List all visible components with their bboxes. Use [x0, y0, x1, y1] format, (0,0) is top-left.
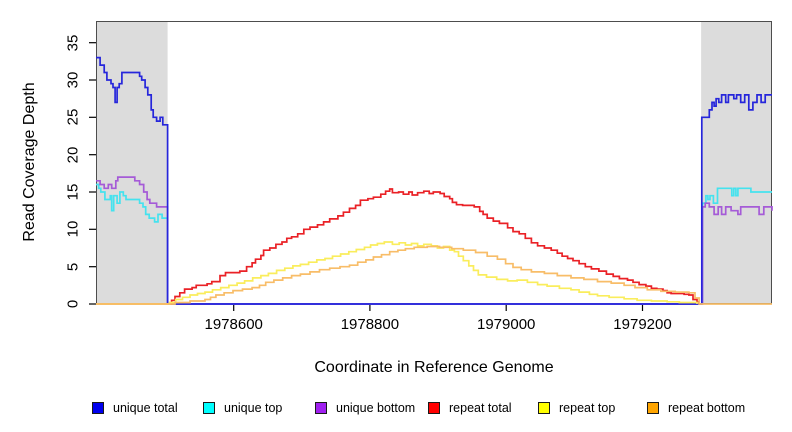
- y-tick-label: 25: [64, 108, 82, 126]
- legend-swatch-unique-bottom: [315, 402, 327, 414]
- plot-box: [96, 21, 772, 304]
- y-axis-title: Read Coverage Depth: [21, 82, 38, 242]
- legend-label: repeat top: [559, 400, 616, 415]
- x-tick-label: 1979000: [476, 316, 536, 333]
- y-tick-label: 5: [64, 262, 82, 271]
- y-tick-label: 10: [64, 220, 82, 238]
- legend: unique total unique top unique bottom re…: [0, 401, 792, 419]
- y-tick-label: 35: [64, 34, 82, 52]
- legend-item-repeat-top: repeat top: [538, 401, 615, 415]
- legend-label: repeat bottom: [668, 400, 746, 415]
- x-axis-title: Coordinate in Reference Genome: [314, 359, 554, 376]
- legend-label: unique total: [113, 400, 178, 415]
- legend-item-repeat-bottom: repeat bottom: [647, 401, 745, 415]
- legend-swatch-unique-top: [203, 402, 215, 414]
- legend-swatch-repeat-total: [428, 402, 440, 414]
- series-line-unique-total: [96, 56, 772, 305]
- x-tick-label: 1978800: [340, 316, 400, 333]
- legend-label: repeat total: [449, 400, 512, 415]
- legend-label: unique bottom: [336, 400, 416, 415]
- legend-item-repeat-total: repeat total: [428, 401, 512, 415]
- y-tick-label: 20: [64, 146, 82, 164]
- legend-label: unique top: [224, 400, 283, 415]
- x-tick-label: 1978600: [204, 316, 263, 333]
- legend-item-unique-top: unique top: [203, 401, 282, 415]
- series-line-repeat-top: [96, 241, 698, 305]
- y-tick-label: 30: [64, 71, 82, 89]
- y-tick-label: 0: [64, 299, 82, 309]
- x-tick-label: 1979200: [613, 316, 672, 333]
- series-line-repeat-bottom: [96, 245, 772, 305]
- series-line-repeat-total: [96, 188, 700, 305]
- right-flank-unique-region: [701, 21, 772, 304]
- legend-swatch-repeat-top: [538, 402, 550, 414]
- legend-item-unique-bottom: unique bottom: [315, 401, 415, 415]
- legend-swatch-repeat-bottom: [647, 402, 659, 414]
- series-line-unique-top: [96, 183, 772, 305]
- left-flank-unique-region: [96, 21, 168, 304]
- legend-item-unique-total: unique total: [92, 401, 178, 415]
- y-tick-label: 15: [64, 183, 82, 201]
- legend-swatch-unique-total: [92, 402, 104, 414]
